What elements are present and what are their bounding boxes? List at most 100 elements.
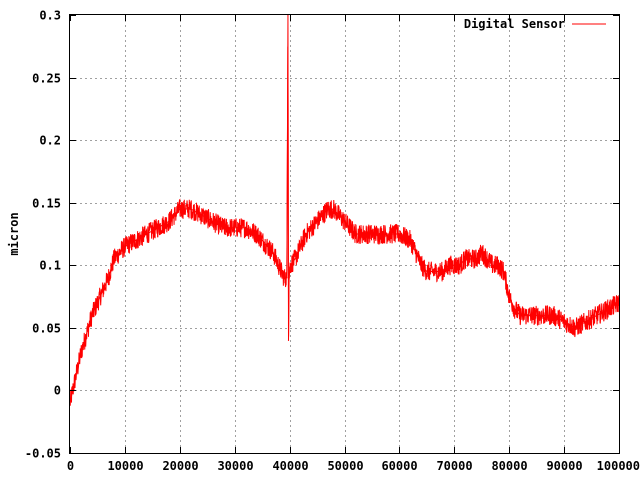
y-tick-label: -0.05 — [25, 447, 61, 461]
x-tick-label: 60000 — [381, 459, 417, 473]
y-tick-label: 0.25 — [32, 72, 61, 86]
data-point — [146, 233, 148, 235]
data-point — [305, 233, 307, 235]
data-point — [431, 270, 433, 273]
data-point — [91, 314, 93, 316]
x-tick-label: 20000 — [162, 459, 198, 473]
data-point — [376, 233, 379, 235]
data-point — [286, 277, 288, 279]
data-point — [574, 327, 576, 329]
data-point — [607, 308, 609, 310]
data-point — [299, 245, 302, 248]
y-tick-label: 0 — [54, 384, 61, 398]
data-point — [453, 264, 455, 266]
data-point — [234, 227, 236, 229]
data-point — [426, 270, 428, 273]
x-tick-label: 10000 — [107, 459, 143, 473]
data-point — [107, 277, 110, 279]
data-point — [481, 252, 483, 254]
data-point — [85, 333, 88, 335]
data-point — [201, 214, 203, 216]
data-point — [541, 314, 543, 316]
data-point — [585, 321, 587, 323]
data-point — [563, 321, 565, 323]
x-tick-label: 50000 — [327, 459, 363, 473]
y-tick-label: 0.3 — [39, 9, 61, 23]
data-point — [596, 314, 598, 316]
data-point — [470, 258, 472, 260]
data-point — [332, 208, 335, 210]
ticks — [70, 15, 620, 454]
data-point — [349, 227, 351, 229]
data-point — [415, 252, 417, 254]
data-point — [289, 264, 291, 266]
data-point — [486, 258, 488, 260]
data-point — [459, 264, 461, 266]
data-point — [278, 264, 280, 266]
data-point — [102, 289, 104, 291]
data-point — [448, 264, 450, 266]
data-point — [343, 220, 346, 223]
series-layer — [69, 14, 620, 406]
data-point — [475, 258, 477, 260]
data-point — [321, 214, 324, 216]
data-point — [80, 352, 82, 354]
data-point — [157, 227, 159, 229]
data-point — [437, 270, 439, 273]
data-point — [464, 258, 466, 260]
data-point — [310, 227, 313, 229]
data-point — [212, 220, 214, 223]
data-point — [338, 214, 340, 216]
data-point — [118, 252, 121, 254]
data-point — [354, 233, 357, 235]
x-tick-label: 80000 — [491, 459, 527, 473]
data-point — [245, 227, 247, 229]
data-point — [503, 270, 505, 273]
legend-label: Digital Sensor — [464, 17, 565, 31]
x-tick-label: 70000 — [436, 459, 472, 473]
grid — [70, 15, 619, 453]
data-point — [514, 308, 516, 310]
x-tick-labels: 0 10000 20000 30000 40000 50000 60000 70000 8000… — [67, 459, 640, 473]
data-point — [190, 208, 192, 210]
data-point — [519, 314, 521, 316]
x-tick-label: 0 — [67, 459, 74, 473]
y-tick-label: 0.1 — [39, 259, 61, 273]
data-point — [508, 295, 510, 298]
data-point — [409, 239, 411, 241]
data-point — [124, 245, 126, 248]
data-point — [316, 220, 318, 223]
y-tick-label: 0.15 — [32, 197, 61, 211]
data-point — [283, 277, 285, 279]
series-line-digital-sensor — [69, 14, 620, 404]
x-tick-label: 90000 — [546, 459, 582, 473]
data-point — [387, 233, 390, 235]
data-point — [168, 220, 170, 223]
data-point — [360, 233, 362, 235]
x-tick-label: 30000 — [217, 459, 253, 473]
plot-frame — [69, 14, 620, 454]
x-tick-label: 40000 — [272, 459, 308, 473]
y-axis-label: micron — [7, 212, 21, 255]
data-point — [272, 252, 274, 254]
data-point — [113, 258, 115, 260]
data-point — [552, 314, 554, 316]
y-tick-labels: -0.05 0 0.05 0.1 0.15 0.2 0.25 0.3 — [25, 9, 61, 461]
data-point — [492, 264, 494, 266]
data-point — [287, 339, 290, 341]
data-point — [261, 239, 263, 241]
data-point — [74, 377, 77, 379]
data-point — [497, 264, 499, 266]
data-point — [267, 245, 269, 248]
data-point — [294, 258, 296, 260]
y-tick-label: 0.05 — [32, 322, 61, 336]
data-point — [530, 314, 532, 316]
y-tick-label: 0.2 — [39, 134, 61, 148]
data-point — [179, 208, 181, 210]
data-point — [135, 239, 137, 241]
data-point — [223, 227, 225, 229]
data-point — [288, 277, 290, 279]
data-point — [327, 208, 329, 210]
